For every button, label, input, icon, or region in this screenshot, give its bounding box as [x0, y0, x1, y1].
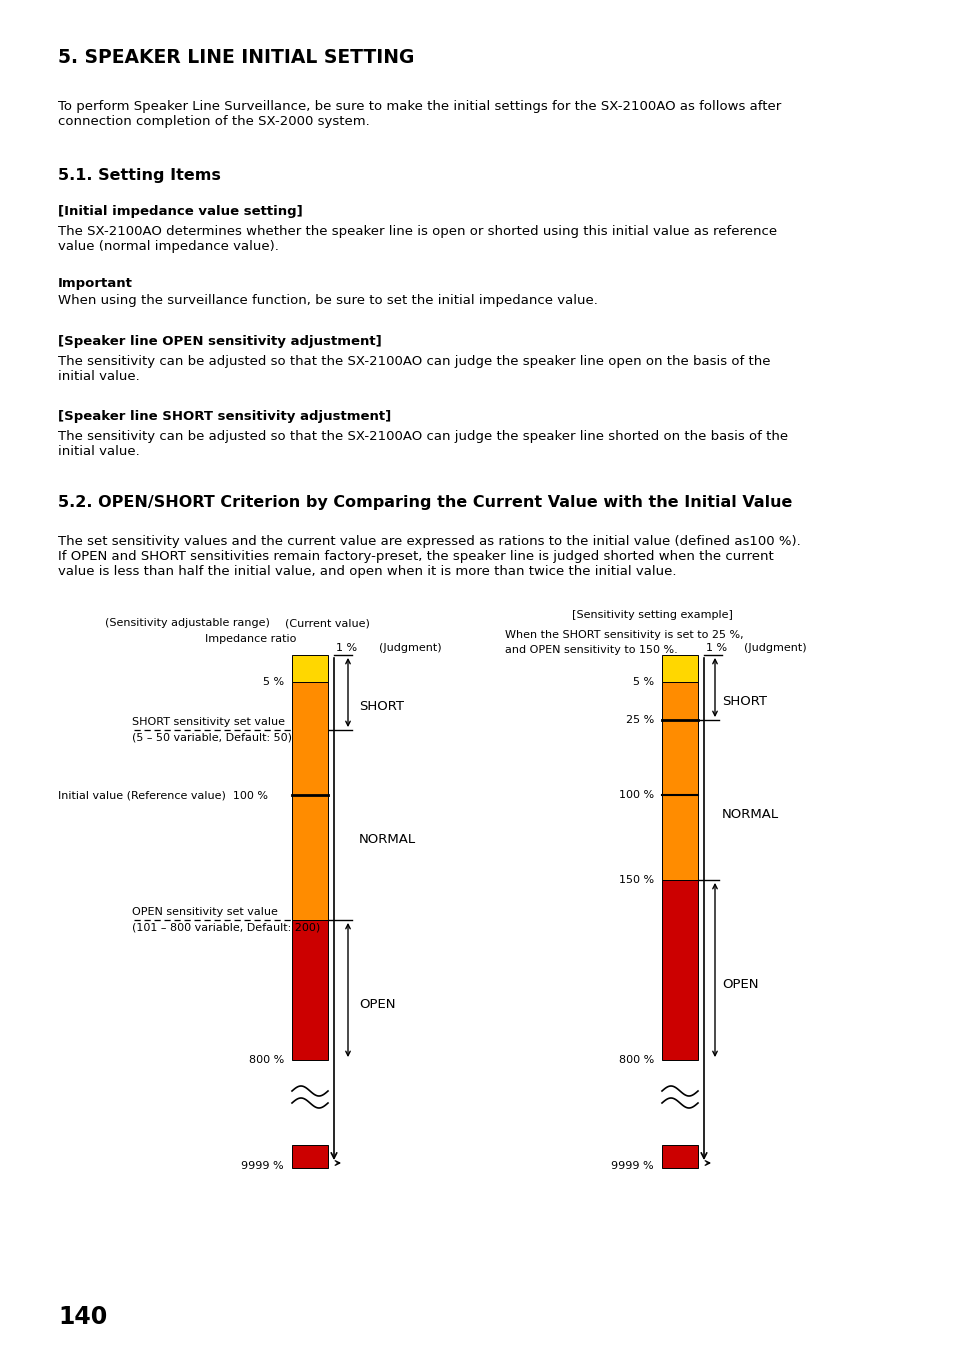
Bar: [661, 1145, 698, 1168]
Text: (Judgment): (Judgment): [743, 643, 806, 653]
Bar: [292, 682, 328, 919]
Text: SHORT: SHORT: [721, 695, 766, 707]
Text: [Initial impedance value setting]: [Initial impedance value setting]: [58, 205, 302, 217]
Text: OPEN: OPEN: [721, 977, 758, 991]
Text: 800 %: 800 %: [249, 1054, 284, 1065]
Text: To perform Speaker Line Surveillance, be sure to make the initial settings for t: To perform Speaker Line Surveillance, be…: [58, 100, 781, 128]
Text: OPEN sensitivity set value: OPEN sensitivity set value: [132, 907, 277, 917]
Text: 150 %: 150 %: [618, 875, 654, 886]
Bar: [661, 880, 698, 1060]
Text: 5 %: 5 %: [632, 676, 654, 687]
Text: 800 %: 800 %: [618, 1054, 654, 1065]
Text: (101 – 800 variable, Default: 200): (101 – 800 variable, Default: 200): [132, 923, 320, 933]
Bar: [661, 655, 698, 682]
Text: OPEN: OPEN: [358, 998, 395, 1011]
Text: 5. SPEAKER LINE INITIAL SETTING: 5. SPEAKER LINE INITIAL SETTING: [58, 49, 414, 68]
Text: and OPEN sensitivity to 150 %.: and OPEN sensitivity to 150 %.: [504, 645, 677, 655]
Text: 1 %: 1 %: [705, 643, 726, 653]
Text: 9999 %: 9999 %: [241, 1161, 284, 1170]
Text: Impedance ratio: Impedance ratio: [205, 634, 296, 644]
Text: SHORT: SHORT: [358, 701, 403, 713]
Text: (Sensitivity adjustable range): (Sensitivity adjustable range): [105, 618, 270, 628]
Text: 5 %: 5 %: [263, 676, 284, 687]
Text: The set sensitivity values and the current value are expressed as rations to the: The set sensitivity values and the curre…: [58, 535, 800, 578]
Text: 9999 %: 9999 %: [611, 1161, 654, 1170]
Text: (5 – 50 variable, Default: 50): (5 – 50 variable, Default: 50): [132, 733, 292, 743]
Text: Initial value (Reference value)  100 %: Initial value (Reference value) 100 %: [58, 790, 268, 801]
Text: 5.2. OPEN/SHORT Criterion by Comparing the Current Value with the Initial Value: 5.2. OPEN/SHORT Criterion by Comparing t…: [58, 495, 792, 510]
Text: The SX-2100AO determines whether the speaker line is open or shorted using this : The SX-2100AO determines whether the spe…: [58, 225, 777, 252]
Text: [Speaker line OPEN sensitivity adjustment]: [Speaker line OPEN sensitivity adjustmen…: [58, 335, 381, 348]
Text: 5.1. Setting Items: 5.1. Setting Items: [58, 167, 221, 184]
Text: SHORT sensitivity set value: SHORT sensitivity set value: [132, 717, 285, 728]
Bar: [292, 919, 328, 1060]
Text: NORMAL: NORMAL: [358, 833, 416, 846]
Text: NORMAL: NORMAL: [721, 809, 779, 821]
Bar: [292, 1145, 328, 1168]
Text: [Sensitivity setting example]: [Sensitivity setting example]: [572, 610, 732, 620]
Text: 1 %: 1 %: [335, 643, 356, 653]
Text: 140: 140: [58, 1305, 107, 1328]
Bar: [292, 655, 328, 682]
Text: (Current value): (Current value): [285, 618, 370, 628]
Text: The sensitivity can be adjusted so that the SX-2100AO can judge the speaker line: The sensitivity can be adjusted so that …: [58, 431, 787, 458]
Text: Important: Important: [58, 277, 132, 290]
Text: (Judgment): (Judgment): [378, 643, 441, 653]
Text: 100 %: 100 %: [618, 790, 654, 801]
Text: When using the surveillance function, be sure to set the initial impedance value: When using the surveillance function, be…: [58, 294, 598, 306]
Text: 25 %: 25 %: [625, 716, 654, 725]
Text: The sensitivity can be adjusted so that the SX-2100AO can judge the speaker line: The sensitivity can be adjusted so that …: [58, 355, 770, 383]
Text: [Speaker line SHORT sensitivity adjustment]: [Speaker line SHORT sensitivity adjustme…: [58, 410, 391, 423]
Bar: [661, 682, 698, 880]
Text: When the SHORT sensitivity is set to 25 %,: When the SHORT sensitivity is set to 25 …: [504, 630, 742, 640]
